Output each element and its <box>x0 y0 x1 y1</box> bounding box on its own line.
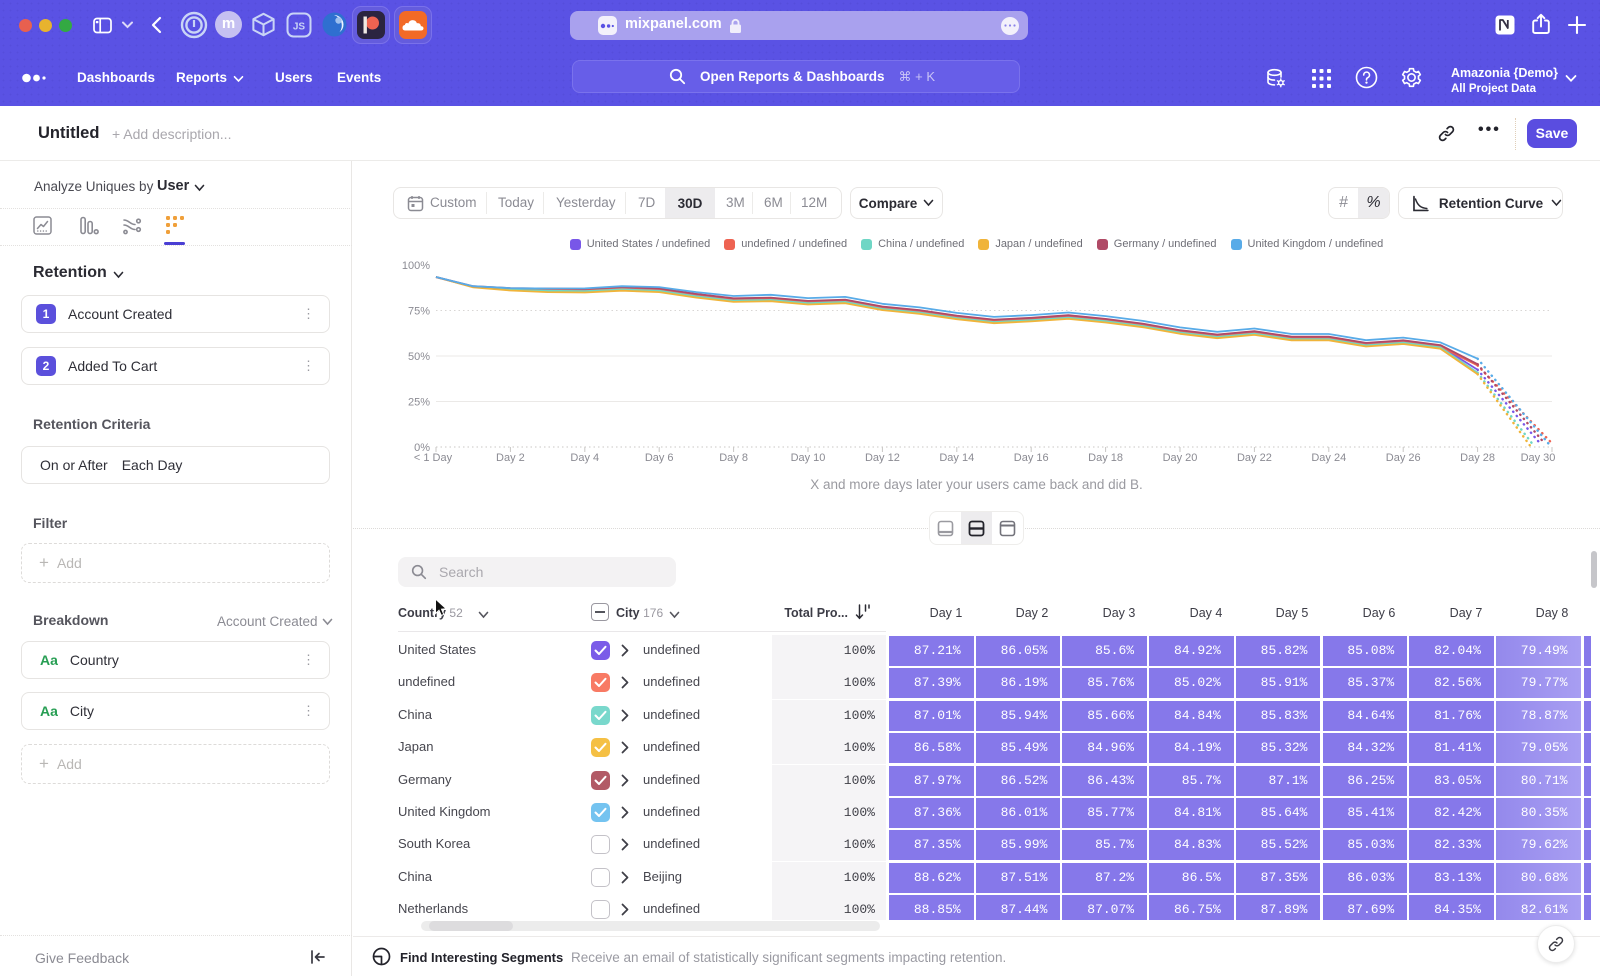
svg-text:100%: 100% <box>402 260 430 272</box>
svg-text:Day 12: Day 12 <box>865 452 900 464</box>
svg-text:Day 22: Day 22 <box>1237 452 1272 464</box>
svg-text:Day 6: Day 6 <box>645 452 674 464</box>
svg-text:Day 2: Day 2 <box>496 452 525 464</box>
svg-text:Day 14: Day 14 <box>939 452 974 464</box>
svg-text:Day 4: Day 4 <box>570 452 599 464</box>
svg-text:Day 28: Day 28 <box>1460 452 1495 464</box>
svg-text:Day 24: Day 24 <box>1311 452 1346 464</box>
svg-text:Day 8: Day 8 <box>719 452 748 464</box>
svg-text:Day 30: Day 30 <box>1521 452 1556 464</box>
svg-text:25%: 25% <box>408 397 430 409</box>
svg-text:Day 10: Day 10 <box>791 452 826 464</box>
svg-text:0%: 0% <box>414 442 430 454</box>
svg-text:75%: 75% <box>408 306 430 318</box>
svg-text:JS: JS <box>293 22 306 33</box>
svg-text:50%: 50% <box>408 351 430 363</box>
svg-text:Day 20: Day 20 <box>1163 452 1198 464</box>
svg-text:Day 16: Day 16 <box>1014 452 1049 464</box>
svg-text:Day 26: Day 26 <box>1386 452 1421 464</box>
svg-text:Day 18: Day 18 <box>1088 452 1123 464</box>
svg-text:< 1 Day: < 1 Day <box>414 452 453 464</box>
